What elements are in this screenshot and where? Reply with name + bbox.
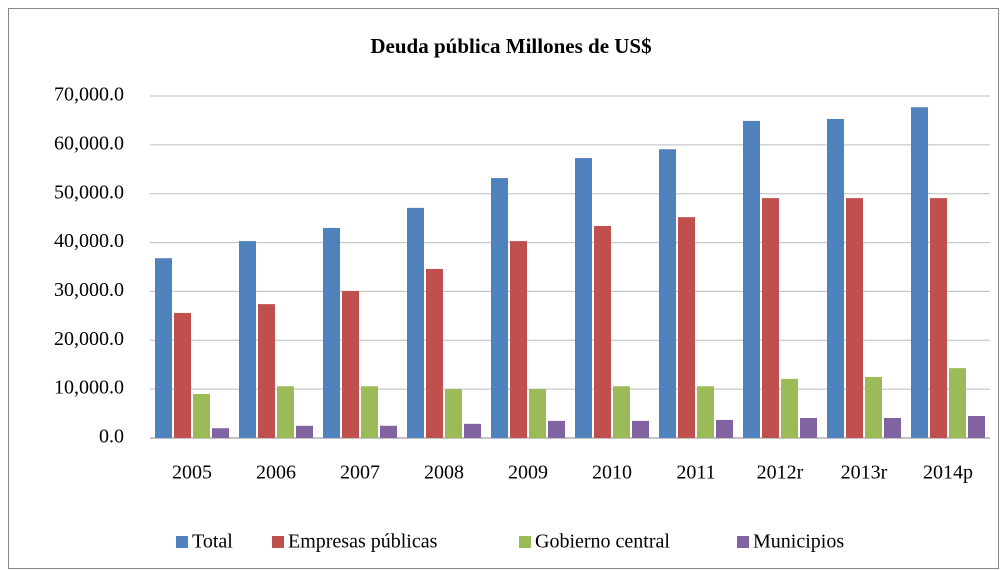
bar	[380, 425, 397, 438]
legend-swatch	[519, 536, 531, 548]
bar	[632, 420, 649, 438]
legend-swatch	[176, 536, 188, 548]
x-tick-label: 2012r	[757, 462, 804, 484]
bar	[594, 225, 611, 438]
bar	[155, 258, 172, 438]
chart-title: Deuda pública Millones de US$	[370, 34, 651, 58]
bar	[407, 207, 424, 438]
y-tick-label: 10,000.0	[54, 377, 124, 399]
bar	[529, 389, 546, 438]
x-tick-label: 2011	[676, 462, 715, 484]
y-tick-label: 70,000.0	[54, 84, 124, 106]
bar	[323, 227, 340, 438]
bar	[510, 241, 527, 438]
bar	[193, 394, 210, 438]
y-tick-label: 0.0	[99, 426, 124, 448]
bar	[716, 419, 733, 438]
bar	[174, 312, 191, 438]
bar	[865, 376, 882, 438]
bar	[678, 217, 695, 438]
bar	[911, 107, 928, 438]
y-tick-label: 20,000.0	[54, 328, 124, 350]
bar	[800, 417, 817, 438]
legend-label: Municipios	[753, 531, 844, 553]
bar	[277, 386, 294, 438]
x-tick-label: 2013r	[841, 462, 888, 484]
y-tick-label: 60,000.0	[54, 132, 124, 154]
x-tick-label: 2010	[592, 462, 632, 484]
bar	[342, 290, 359, 438]
bar	[949, 368, 966, 438]
y-tick-label: 30,000.0	[54, 279, 124, 301]
legend-label: Total	[192, 531, 233, 553]
x-tick-label: 2008	[424, 462, 464, 484]
bar	[930, 198, 947, 438]
bar	[968, 416, 985, 438]
bar	[491, 178, 508, 438]
y-tick-label: 40,000.0	[54, 230, 124, 252]
legend-swatch	[737, 536, 749, 548]
bar	[361, 386, 378, 438]
x-tick-label: 2009	[508, 462, 548, 484]
bar	[846, 198, 863, 438]
x-tick-label: 2006	[256, 462, 296, 484]
bar	[239, 241, 256, 438]
bar	[445, 389, 462, 438]
bar	[697, 386, 714, 438]
bar	[426, 268, 443, 438]
bar	[781, 378, 798, 438]
x-tick-label: 2014p	[923, 462, 973, 484]
bar	[762, 198, 779, 438]
bar	[659, 149, 676, 439]
x-tick-label: 2007	[340, 462, 380, 484]
legend-swatch	[272, 536, 284, 548]
bar	[464, 423, 481, 438]
legend-label: Gobierno central	[535, 531, 670, 553]
bar	[827, 118, 844, 438]
bar	[296, 425, 313, 438]
bar	[258, 304, 275, 438]
bar	[743, 120, 760, 438]
y-tick-label: 50,000.0	[54, 181, 124, 203]
bar	[212, 428, 229, 438]
bar	[575, 158, 592, 438]
x-tick-label: 2005	[172, 462, 212, 484]
bar	[613, 386, 630, 438]
legend-label: Empresas públicas	[288, 531, 438, 553]
bar	[548, 420, 565, 438]
bar	[884, 417, 901, 438]
